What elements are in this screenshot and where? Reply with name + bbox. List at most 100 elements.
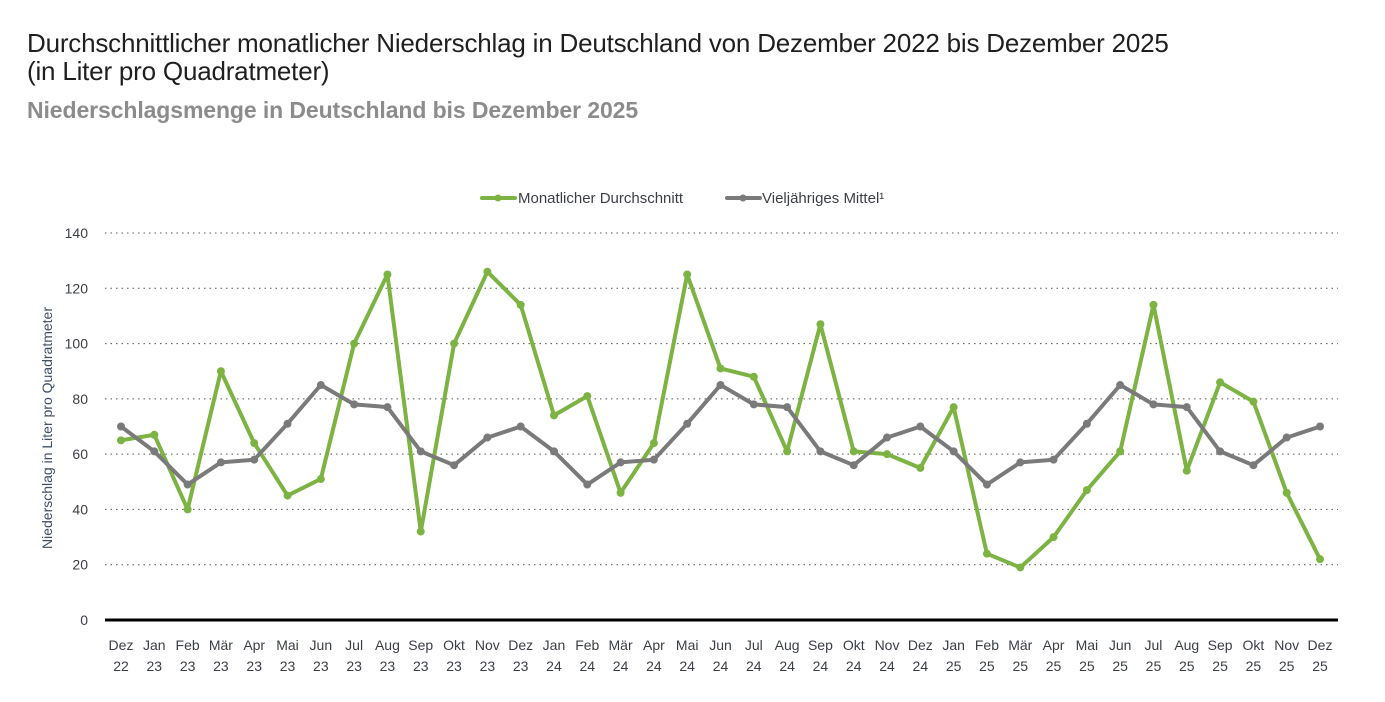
data-point[interactable] bbox=[1049, 455, 1058, 464]
data-point[interactable] bbox=[150, 430, 159, 439]
x-tick-label-year: 25 bbox=[1079, 658, 1095, 674]
data-point[interactable] bbox=[649, 455, 658, 464]
data-point[interactable] bbox=[616, 488, 625, 497]
chart-title-line1: Durchschnittlicher monatlicher Niedersch… bbox=[27, 28, 1169, 58]
data-point[interactable] bbox=[117, 436, 125, 445]
data-point[interactable] bbox=[949, 403, 958, 412]
data-point[interactable] bbox=[283, 491, 292, 500]
data-point[interactable] bbox=[583, 480, 592, 489]
data-point[interactable] bbox=[849, 447, 858, 456]
data-point[interactable] bbox=[450, 339, 459, 348]
x-tick-label-month: Apr bbox=[1043, 637, 1065, 653]
data-point[interactable] bbox=[183, 505, 192, 514]
data-point[interactable] bbox=[1182, 466, 1191, 475]
data-point[interactable] bbox=[350, 339, 359, 348]
data-point[interactable] bbox=[683, 270, 692, 279]
data-point[interactable] bbox=[1216, 378, 1225, 387]
data-point[interactable] bbox=[516, 422, 525, 431]
x-tick-label-year: 24 bbox=[679, 658, 695, 674]
data-point[interactable] bbox=[250, 439, 259, 448]
data-point[interactable] bbox=[1149, 400, 1158, 409]
data-point[interactable] bbox=[816, 320, 825, 329]
x-tick-label-year: 25 bbox=[1112, 658, 1128, 674]
data-point[interactable] bbox=[350, 400, 359, 409]
data-point[interactable] bbox=[916, 422, 925, 431]
data-point[interactable] bbox=[1116, 447, 1125, 456]
x-tick-label-year: 25 bbox=[1312, 658, 1328, 674]
legend-item-monatlicher-durchschnitt[interactable]: Monatlicher Durchschnitt bbox=[480, 190, 684, 207]
data-point[interactable] bbox=[483, 433, 492, 442]
x-tick-label-year: 23 bbox=[413, 658, 429, 674]
data-point[interactable] bbox=[716, 364, 725, 373]
data-point[interactable] bbox=[649, 439, 658, 448]
data-point[interactable] bbox=[883, 450, 892, 459]
data-point[interactable] bbox=[250, 455, 259, 464]
x-tick-label-month: Sep bbox=[1208, 637, 1233, 653]
x-tick-label-year: 23 bbox=[380, 658, 396, 674]
data-point[interactable] bbox=[150, 447, 159, 456]
data-point[interactable] bbox=[1082, 486, 1091, 495]
data-point[interactable] bbox=[483, 267, 492, 276]
data-point[interactable] bbox=[1216, 447, 1225, 456]
data-point[interactable] bbox=[749, 372, 758, 381]
data-point[interactable] bbox=[1116, 381, 1125, 390]
data-point[interactable] bbox=[816, 447, 825, 456]
data-point[interactable] bbox=[383, 270, 392, 279]
data-point[interactable] bbox=[1016, 563, 1025, 572]
data-point[interactable] bbox=[1049, 533, 1058, 542]
legend-label-series-2: Vieljähriges Mittel¹ bbox=[762, 190, 884, 207]
legend-marker-green bbox=[494, 194, 502, 202]
data-point[interactable] bbox=[783, 403, 792, 412]
legend-item-vieljaehriges-mittel[interactable]: Vieljähriges Mittel¹ bbox=[725, 190, 884, 207]
data-point[interactable] bbox=[549, 447, 558, 456]
x-tick-label-year: 23 bbox=[246, 658, 262, 674]
data-point[interactable] bbox=[216, 458, 225, 467]
data-point[interactable] bbox=[949, 447, 958, 456]
data-point[interactable] bbox=[549, 411, 558, 420]
data-point[interactable] bbox=[316, 475, 325, 484]
data-point[interactable] bbox=[183, 480, 192, 489]
legend: Monatlicher Durchschnitt Vieljähriges Mi… bbox=[480, 190, 884, 207]
data-point[interactable] bbox=[1249, 461, 1258, 470]
x-tick-label-month: Okt bbox=[443, 637, 465, 653]
data-point[interactable] bbox=[1316, 555, 1324, 564]
data-point[interactable] bbox=[1149, 300, 1158, 309]
data-point[interactable] bbox=[683, 419, 692, 428]
x-tick-label-month: Apr bbox=[643, 637, 665, 653]
data-point[interactable] bbox=[416, 527, 425, 536]
x-tick-label-year: 25 bbox=[946, 658, 962, 674]
data-point[interactable] bbox=[283, 419, 292, 428]
x-tick-label-year: 24 bbox=[879, 658, 895, 674]
x-tick-label-month: Okt bbox=[843, 637, 865, 653]
data-point[interactable] bbox=[883, 433, 892, 442]
data-point[interactable] bbox=[849, 461, 858, 470]
data-point[interactable] bbox=[982, 480, 991, 489]
data-point[interactable] bbox=[383, 403, 392, 412]
data-point[interactable] bbox=[1082, 419, 1091, 428]
data-point[interactable] bbox=[749, 400, 758, 409]
data-point[interactable] bbox=[450, 461, 459, 470]
data-point[interactable] bbox=[1282, 488, 1291, 497]
data-point[interactable] bbox=[1016, 458, 1025, 467]
x-tick-label-month: Jul bbox=[745, 637, 763, 653]
data-point[interactable] bbox=[583, 392, 592, 401]
data-point[interactable] bbox=[1182, 403, 1191, 412]
data-point[interactable] bbox=[982, 549, 991, 558]
data-point[interactable] bbox=[1249, 397, 1258, 406]
data-point[interactable] bbox=[416, 447, 425, 456]
x-tick-label-year: 23 bbox=[446, 658, 462, 674]
x-tick-label-year: 23 bbox=[513, 658, 529, 674]
data-point[interactable] bbox=[516, 300, 525, 309]
x-tick-label-month: Feb bbox=[975, 637, 999, 653]
data-point[interactable] bbox=[783, 447, 792, 456]
x-tick-label-year: 23 bbox=[213, 658, 229, 674]
data-point[interactable] bbox=[216, 367, 225, 376]
data-point[interactable] bbox=[1316, 422, 1324, 431]
data-point[interactable] bbox=[316, 381, 325, 390]
data-point[interactable] bbox=[916, 463, 925, 472]
chart-title-line2: (in Liter pro Quadratmeter) bbox=[27, 56, 330, 86]
data-point[interactable] bbox=[1282, 433, 1291, 442]
data-point[interactable] bbox=[616, 458, 625, 467]
data-point[interactable] bbox=[117, 422, 125, 431]
data-point[interactable] bbox=[716, 381, 725, 390]
